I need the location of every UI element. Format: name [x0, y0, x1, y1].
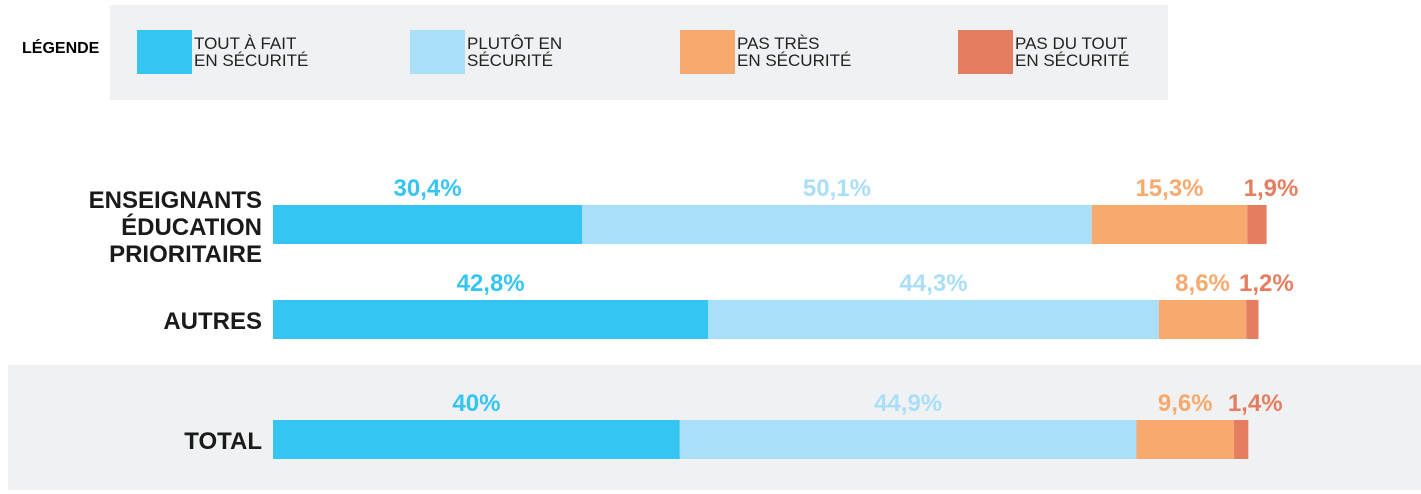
category-label: ENSEIGNANTS ÉDUCATION PRIORITAIRE	[88, 187, 262, 268]
bar-segment	[273, 300, 709, 339]
bar-segment	[708, 300, 1159, 339]
value-label: 42,8%	[457, 270, 525, 297]
legend-swatch	[137, 30, 192, 74]
bar-segment	[1158, 300, 1247, 339]
value-label: 15,3%	[1135, 175, 1203, 202]
value-label: 30,4%	[394, 175, 462, 202]
value-label: 8,6%	[1175, 270, 1230, 297]
value-label: 1,9%	[1244, 175, 1299, 202]
value-label: 44,3%	[900, 270, 968, 297]
value-label: 50,1%	[803, 175, 871, 202]
bar-segment	[273, 205, 583, 244]
legend-title: LÉGENDE	[22, 40, 100, 57]
bar-segment	[273, 420, 680, 459]
value-label: 9,6%	[1158, 390, 1213, 417]
bar-segment	[679, 420, 1137, 459]
bar-segment	[1247, 205, 1267, 244]
bar-segment	[1091, 205, 1248, 244]
legend-label: TOUT À FAIT EN SÉCURITÉ	[194, 34, 309, 70]
value-label: 1,2%	[1239, 270, 1294, 297]
legend-label: PAS DU TOUT EN SÉCURITÉ	[1015, 34, 1130, 70]
bar-segment	[582, 205, 1092, 244]
legend-label: PAS TRÈS EN SÉCURITÉ	[737, 34, 852, 70]
value-label: 40%	[452, 390, 500, 417]
legend-swatch	[410, 30, 465, 74]
legend-swatch	[958, 30, 1013, 74]
legend-label: PLUTÔT EN SÉCURITÉ	[467, 34, 563, 70]
bar-segment	[1136, 420, 1235, 459]
bar-segment	[1246, 300, 1259, 339]
value-label: 1,4%	[1228, 390, 1283, 417]
legend-swatch	[680, 30, 735, 74]
bar-segment	[1234, 420, 1249, 459]
category-label: AUTRES	[163, 308, 262, 335]
category-label: TOTAL	[184, 428, 262, 455]
value-label: 44,9%	[874, 390, 942, 417]
